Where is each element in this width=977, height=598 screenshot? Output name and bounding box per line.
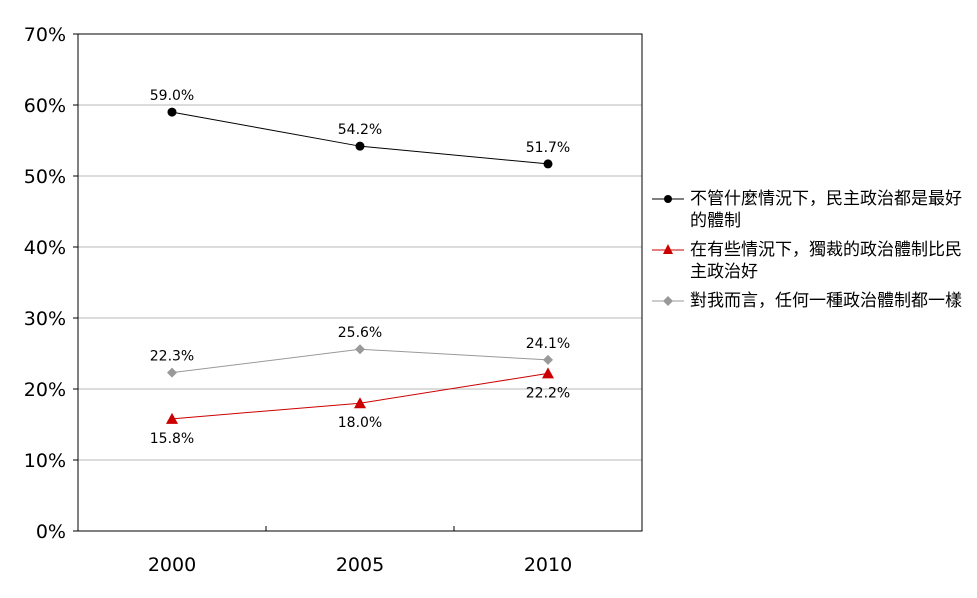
data-label: 15.8% [150,431,194,447]
y-tick-label: 20% [24,379,66,401]
data-label: 25.6% [338,325,382,341]
data-point [354,397,366,409]
data-point [543,354,553,365]
data-point [167,107,177,117]
y-tick-label: 10% [24,450,66,472]
legend-label: 在有些情況下，獨裁的政治體制比民主政治好 [690,240,962,282]
series-2: 15.8% 18.0% 22.2% [150,367,570,447]
series-1: 59.0% 54.2% 51.7% [150,88,570,169]
data-label: 18.0% [338,415,382,431]
series-3: 22.3% 25.6% 24.1% [150,325,570,378]
legend-triangle-marker-icon [652,244,684,254]
x-tick-label: 2005 [336,554,384,576]
data-point [542,367,554,379]
series-line [171,372,549,420]
y-tick-label: 30% [24,308,66,330]
data-label: 59.0% [150,88,194,104]
data-label: 54.2% [338,122,382,138]
legend-item-series-1: 不管什麼情況下，民主政治都是最好的體制 [650,188,970,232]
legend-label: 不管什麼情況下，民主政治都是最好的體制 [690,189,962,231]
y-tick-label: 70% [24,24,66,46]
legend-item-series-2: 在有些情況下，獨裁的政治體制比民主政治好 [650,239,970,283]
series-group: 59.0% 54.2% 51.7% 15.8% 18.0% 22.2% 22.3% 25.6%… [150,88,570,447]
y-tick-label: 40% [24,237,66,259]
y-tick-label: 0% [36,521,66,543]
data-label: 22.2% [526,385,570,401]
x-tick-label: 2010 [524,554,572,576]
y-axis: 0% 10% 20% 30% 40% 50% 60% 70% [24,24,78,543]
x-axis: 2000 2005 2010 [148,526,572,576]
data-label: 51.7% [526,140,570,156]
data-point [166,412,178,424]
data-point [167,367,177,378]
data-point [355,344,365,355]
data-label: 24.1% [526,336,570,352]
gridlines [78,104,642,461]
legend-label: 對我而言，任何一種政治體制都一樣 [690,291,962,311]
data-label: 22.3% [150,349,194,365]
legend-item-series-3: 對我而言，任何一種政治體制都一樣 [650,290,970,312]
legend-diamond-marker-icon [652,296,684,306]
y-tick-label: 60% [24,95,66,117]
plot-area-border [77,33,643,532]
x-tick-label: 2000 [148,554,196,576]
legend-circle-marker-icon [652,195,684,203]
y-tick-label: 50% [24,166,66,188]
data-point [543,159,553,169]
data-point [355,141,365,151]
legend: 不管什麼情況下，民主政治都是最好的體制 在有些情況下，獨裁的政治體制比民主政治好… [650,188,970,319]
